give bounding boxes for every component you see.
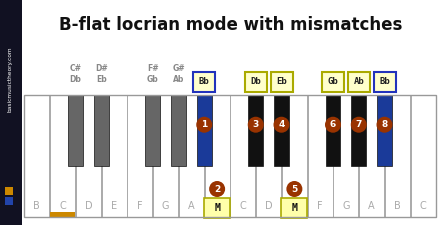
Text: F: F	[317, 201, 323, 211]
Text: Ab: Ab	[173, 75, 184, 84]
FancyBboxPatch shape	[348, 72, 370, 92]
Bar	[385, 95, 410, 217]
Text: 5: 5	[291, 184, 297, 194]
Bar	[153, 95, 178, 217]
Bar	[50, 212, 74, 217]
Circle shape	[377, 117, 392, 133]
Text: B: B	[33, 201, 40, 211]
Text: Eb: Eb	[276, 77, 287, 86]
Bar	[145, 95, 160, 166]
Text: C: C	[420, 201, 426, 211]
Bar	[282, 95, 307, 217]
FancyBboxPatch shape	[271, 72, 293, 92]
Bar	[377, 95, 392, 166]
Bar	[197, 95, 212, 166]
Text: C: C	[239, 201, 246, 211]
Bar	[334, 95, 358, 217]
Bar	[94, 95, 109, 166]
Text: D: D	[84, 201, 92, 211]
Text: Db: Db	[250, 77, 261, 86]
FancyBboxPatch shape	[322, 72, 344, 92]
Bar	[127, 95, 152, 217]
Bar	[68, 95, 83, 166]
Bar	[248, 95, 263, 166]
Text: 3: 3	[253, 120, 259, 129]
Text: M: M	[291, 203, 297, 213]
Bar	[76, 95, 101, 217]
Bar	[102, 95, 127, 217]
Text: Bb: Bb	[199, 77, 209, 86]
Text: F#: F#	[147, 64, 158, 73]
Text: basicmusictheory.com: basicmusictheory.com	[7, 46, 12, 112]
Text: Gb: Gb	[328, 77, 338, 86]
Text: C: C	[59, 201, 66, 211]
Bar	[274, 95, 289, 166]
Circle shape	[325, 117, 341, 133]
Circle shape	[196, 117, 212, 133]
Text: A: A	[368, 201, 375, 211]
Bar	[171, 95, 186, 166]
Text: Gb: Gb	[147, 75, 159, 84]
Text: Bb: Bb	[379, 77, 390, 86]
Text: D#: D#	[95, 64, 108, 73]
Circle shape	[274, 117, 290, 133]
Bar	[5, 197, 13, 205]
Text: C#: C#	[70, 64, 81, 73]
Bar	[230, 95, 255, 217]
Text: B-flat locrian mode with mismatches: B-flat locrian mode with mismatches	[59, 16, 403, 34]
Circle shape	[286, 181, 302, 197]
Text: Ab: Ab	[353, 77, 364, 86]
Text: G#: G#	[172, 64, 185, 73]
Bar	[179, 95, 204, 217]
FancyBboxPatch shape	[281, 198, 307, 218]
Text: D: D	[265, 201, 272, 211]
Text: G: G	[342, 201, 350, 211]
Text: 2: 2	[214, 184, 220, 194]
Text: M: M	[214, 203, 220, 213]
Bar	[411, 95, 436, 217]
Text: Db: Db	[70, 75, 81, 84]
Text: 7: 7	[356, 120, 362, 129]
Bar	[24, 95, 49, 217]
FancyBboxPatch shape	[193, 72, 215, 92]
Text: 1: 1	[201, 120, 207, 129]
Bar	[359, 95, 384, 217]
Text: 4: 4	[279, 120, 285, 129]
Bar	[50, 95, 75, 217]
Bar	[351, 95, 366, 166]
Bar	[308, 95, 333, 217]
Bar	[24, 95, 436, 217]
Text: 6: 6	[330, 120, 336, 129]
FancyBboxPatch shape	[374, 72, 396, 92]
Text: G: G	[162, 201, 169, 211]
Bar	[205, 95, 230, 217]
Bar	[256, 95, 281, 217]
Text: 8: 8	[381, 120, 388, 129]
Circle shape	[209, 181, 225, 197]
FancyBboxPatch shape	[204, 198, 230, 218]
Bar	[0, 0, 22, 225]
Bar	[326, 95, 341, 166]
Text: E: E	[111, 201, 117, 211]
Text: B: B	[394, 201, 401, 211]
Circle shape	[248, 117, 264, 133]
Bar	[5, 187, 13, 195]
FancyBboxPatch shape	[245, 72, 267, 92]
Text: A: A	[188, 201, 194, 211]
Circle shape	[351, 117, 367, 133]
Text: Eb: Eb	[96, 75, 106, 84]
Text: F: F	[137, 201, 143, 211]
